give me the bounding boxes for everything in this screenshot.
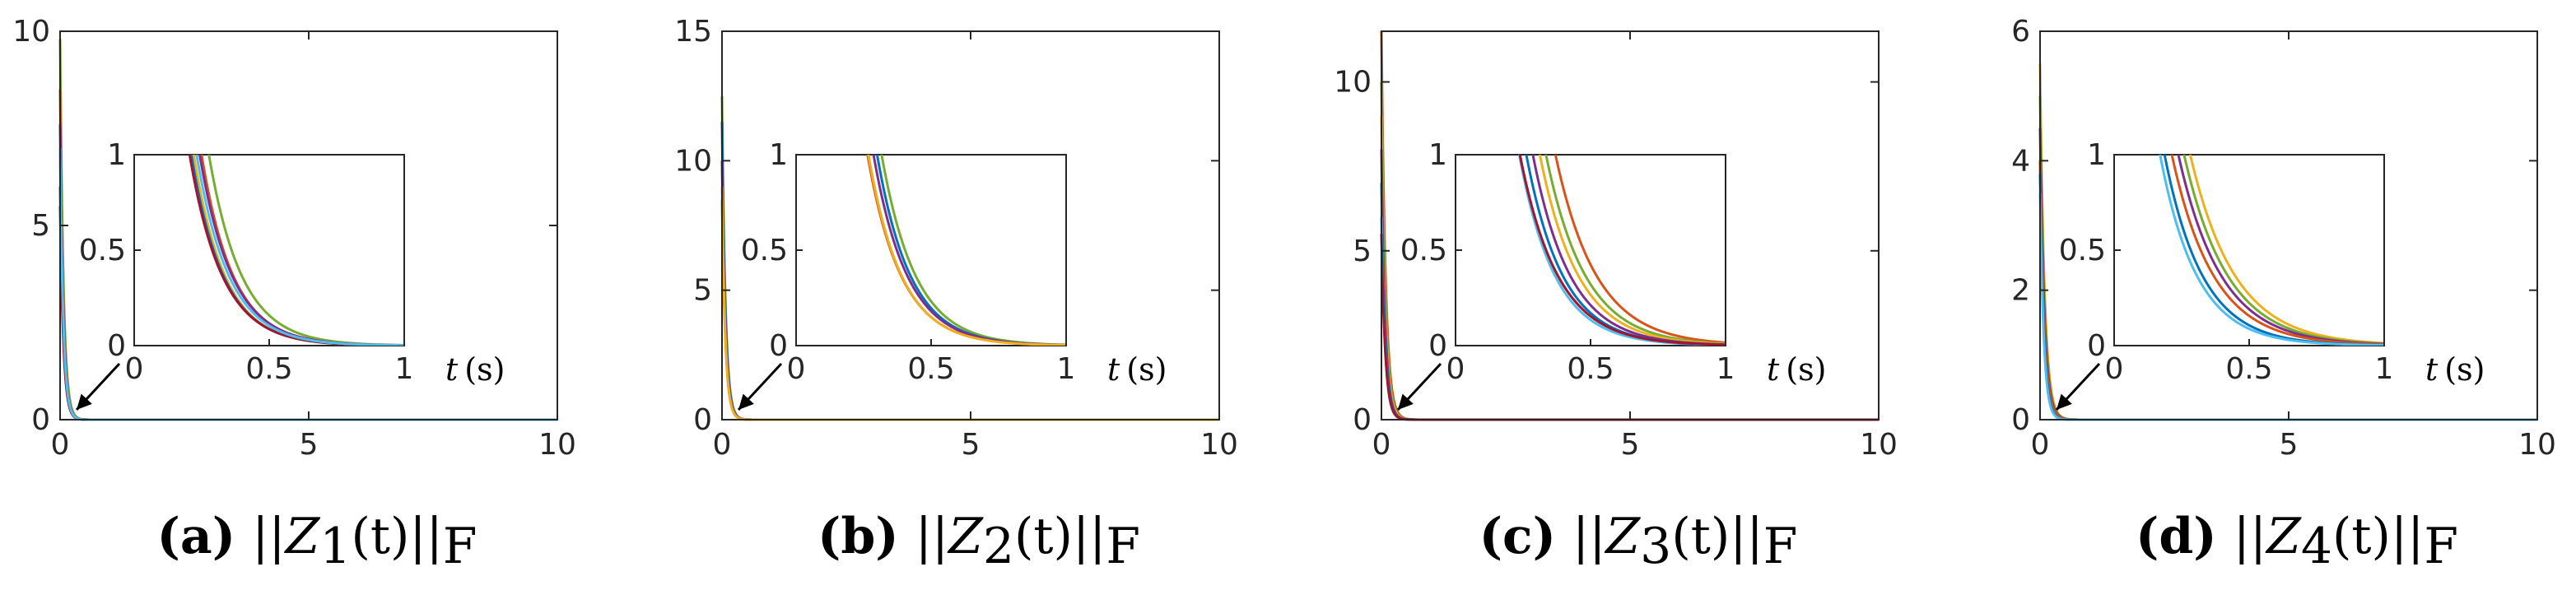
inset-axes: 0 0.5 1 0 0.5 1 t (s)	[79, 138, 505, 388]
x-tick-label: 5	[1621, 428, 1640, 462]
inset-series-line-2	[1544, 155, 1726, 346]
x-tick-label: 0	[2031, 428, 2050, 462]
zoom-arrow-head	[77, 393, 92, 410]
inset-series-line-7	[1518, 155, 1726, 346]
inset-x-tick-label: 1	[395, 352, 414, 386]
y-tick-label: 4	[2011, 144, 2030, 178]
y-tick-label: 10	[1334, 66, 1372, 100]
x-tick-label: 10	[2518, 428, 2556, 462]
x-tick-label: 0	[713, 428, 732, 462]
y-tick-label: 5	[31, 209, 50, 243]
inset-series-line-1	[1554, 155, 1726, 344]
inset-box	[795, 154, 1067, 346]
y-tick-label: 5	[1353, 235, 1372, 268]
inset-y-tick-label: 1	[2087, 138, 2106, 172]
inset-series-group	[2159, 155, 2384, 346]
panel-caption: (d) ||Z4(t)||F	[2136, 508, 2458, 575]
y-tick-label: 10	[12, 15, 50, 49]
inset-y-tick-label: 0.5	[741, 234, 788, 267]
inset-x-tick-label: 1	[1717, 352, 1735, 386]
inset-series-group	[188, 155, 404, 346]
panel-caption: (c) ||Z3(t)||F	[1479, 508, 1798, 575]
t-axis-label: t (s)	[445, 351, 505, 388]
inset-y-tick-label: 0	[1428, 329, 1447, 363]
inset-box	[2113, 154, 2385, 346]
y-tick-label: 15	[674, 15, 712, 49]
zoom-arrow-head	[738, 393, 754, 410]
inset-series-line-5	[867, 155, 1066, 346]
inset-x-tick-label: 0	[1446, 352, 1465, 386]
inset-y-tick-label: 0	[769, 329, 788, 363]
inset-series-line-1	[2188, 155, 2384, 345]
inset-axes: 0 0.5 1 0 0.5 1 t (s)	[2059, 138, 2485, 388]
inset-series-line-3	[1538, 155, 1726, 346]
y-tick-label: 0	[693, 403, 712, 437]
t-axis-label: t (s)	[2425, 351, 2485, 388]
x-tick-label: 10	[1860, 428, 1898, 462]
inset-x-tick-label: 0.5	[2225, 352, 2272, 386]
t-axis-label: t (s)	[1107, 351, 1167, 388]
inset-axes: 0 0.5 1 0 0.5 1 t (s)	[1400, 138, 1827, 388]
y-tick-label: 0	[1353, 403, 1372, 437]
inset-y-tick-label: 1	[769, 138, 788, 172]
inset-y-tick-label: 0.5	[1400, 234, 1447, 267]
x-tick-label: 10	[1200, 428, 1238, 462]
inset-y-tick-label: 1	[1428, 138, 1447, 172]
x-tick-label: 5	[962, 428, 981, 462]
inset-axes: 0 0.5 1 0 0.5 1 t (s)	[741, 138, 1167, 388]
inset-x-tick-label: 0.5	[1567, 352, 1614, 386]
inset-y-tick-label: 0.5	[2059, 234, 2106, 267]
x-tick-label: 10	[538, 428, 576, 462]
y-tick-label: 5	[693, 274, 712, 308]
zoom-arrow-head	[2057, 393, 2072, 410]
x-tick-label: 5	[2280, 428, 2299, 462]
inset-series-line-4	[2170, 155, 2384, 346]
inset-series-group	[1517, 155, 1726, 346]
y-tick-label: 0	[31, 403, 50, 437]
inset-x-tick-label: 0	[787, 352, 806, 386]
inset-x-tick-label: 0	[2105, 352, 2124, 386]
y-tick-label: 6	[2011, 15, 2030, 49]
inset-x-tick-label: 1	[2375, 352, 2394, 386]
inset-y-tick-label: 1	[107, 138, 126, 172]
inset-series-line-7	[195, 155, 404, 346]
x-tick-label: 0	[1372, 428, 1391, 462]
zoom-arrow-head	[1398, 393, 1414, 410]
inset-y-tick-label: 0.5	[79, 234, 126, 267]
y-tick-label: 0	[2011, 403, 2030, 437]
inset-x-tick-label: 0.5	[245, 352, 292, 386]
y-tick-label: 10	[674, 144, 712, 178]
inset-x-tick-label: 1	[1057, 352, 1076, 386]
inset-x-tick-label: 0.5	[907, 352, 954, 386]
t-axis-label: t (s)	[1767, 351, 1826, 388]
inset-series-group	[866, 155, 1066, 346]
panel-caption: (a) ||Z1(t)||F	[157, 508, 477, 575]
inset-x-tick-label: 0	[125, 352, 144, 386]
panel-caption: (b) ||Z2(t)||F	[818, 508, 1140, 575]
inset-series-line-6	[2159, 155, 2384, 346]
x-tick-label: 0	[51, 428, 70, 462]
inset-y-tick-label: 0	[107, 329, 126, 363]
x-tick-label: 5	[300, 428, 319, 462]
inset-y-tick-label: 0	[2087, 329, 2106, 363]
y-tick-label: 2	[2011, 274, 2030, 308]
